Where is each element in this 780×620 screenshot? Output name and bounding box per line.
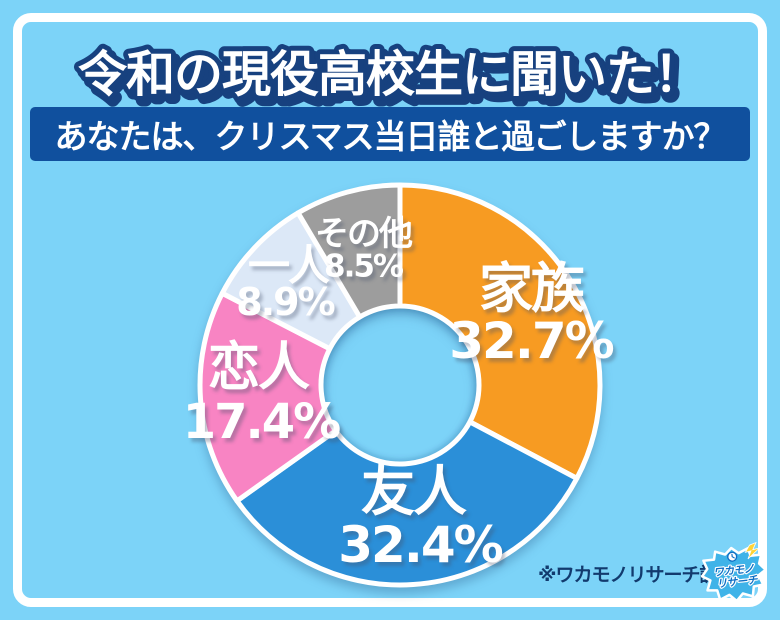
donut-slice-friends xyxy=(234,419,580,588)
question-text: あなたは、クリスマス当日誰と過ごしますか？ xyxy=(54,117,726,156)
logo-clock-hands xyxy=(731,553,735,559)
slice-pct-lover: 17.4% xyxy=(182,394,342,450)
page-title: 令和の現役高校生に聞いた！ xyxy=(78,46,702,103)
donut-slice-family xyxy=(397,182,603,481)
logo-text-line2: リサーチ xyxy=(716,573,760,590)
slice-label-alone: 一人 xyxy=(247,241,330,290)
donut-slice-other xyxy=(295,182,403,320)
logo-burst-shape xyxy=(700,546,767,603)
slice-label-friends: 友人 xyxy=(361,460,467,523)
logo-badge: ワカモノ リサーチ xyxy=(700,541,767,603)
logo-lightning-icon xyxy=(744,541,761,560)
page-title-group: 令和の現役高校生に聞いた！ 令和の現役高校生に聞いた！ xyxy=(73,41,713,114)
page-title-shadow: 令和の現役高校生に聞いた！ xyxy=(82,51,706,108)
source-note: ※ワカモノリサーチ調べ xyxy=(538,564,736,586)
slice-label-family: 家族 xyxy=(479,257,585,320)
slice-pct-friends: 32.4% xyxy=(338,516,503,574)
slice-pct-other: 8.5% xyxy=(324,248,404,285)
logo-text-line1: ワカモノ xyxy=(713,562,756,579)
slice-pct-alone: 8.9% xyxy=(236,280,335,324)
slice-label-lover: 恋人 xyxy=(207,338,310,398)
question-bar: あなたは、クリスマス当日誰と過ごしますか？ xyxy=(30,107,750,161)
donut-slice-lover xyxy=(197,290,339,504)
slice-label-other: その他 xyxy=(315,214,413,254)
slice-pct-family: 32.7% xyxy=(449,312,614,370)
